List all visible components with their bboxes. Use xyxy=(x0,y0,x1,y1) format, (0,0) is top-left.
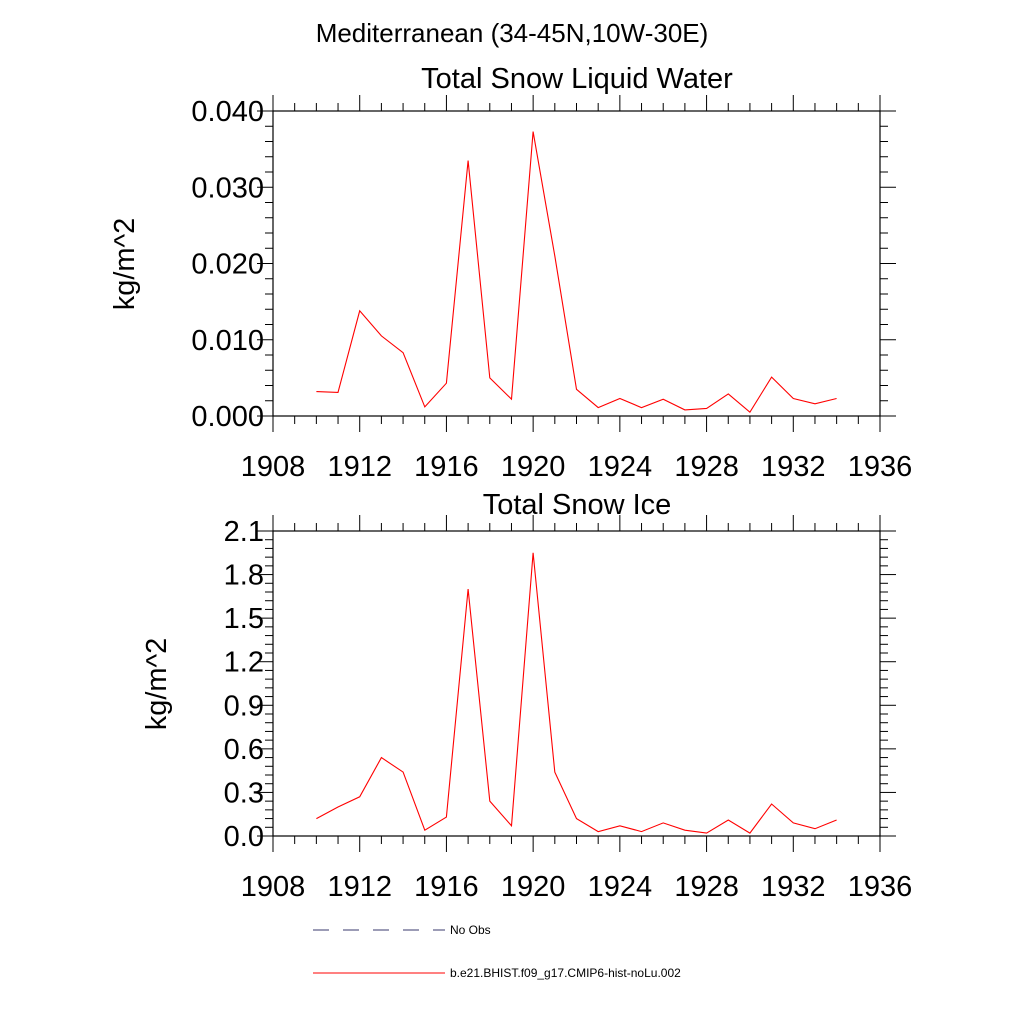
x-tick-label: 1932 xyxy=(761,451,826,483)
y-tick-label: 1.2 xyxy=(224,647,264,679)
legend-label: No Obs xyxy=(450,923,491,937)
panel-snow-liquid-water: Total Snow Liquid Water 0.0000.0100.0200… xyxy=(109,63,912,483)
plot-frame xyxy=(272,530,881,837)
x-tick-label: 1912 xyxy=(327,871,392,903)
x-tick-label: 1936 xyxy=(848,451,913,483)
series-line xyxy=(316,552,837,834)
y-tick-labels: 0.000 0.010 0.020 0.030 0.040 xyxy=(191,96,264,433)
panel-snow-ice: Total Snow Ice 0.00.30.60.91.21.51.82.1 … xyxy=(141,489,912,903)
y-tick-label: 1.8 xyxy=(224,560,264,592)
y-tick-label: 0.020 xyxy=(191,249,264,281)
y-tick-labels: 0.0 0.3 0.6 0.9 1.2 1.5 1.8 2.1 xyxy=(224,516,264,853)
series-line xyxy=(316,131,837,414)
x-tick-labels: 1908 1912 1916 1920 1924 1928 1932 1936 xyxy=(241,871,913,903)
y-axis-label: kg/m^2 xyxy=(109,218,141,311)
tick-marks xyxy=(257,515,896,852)
x-tick-label: 1932 xyxy=(761,871,826,903)
y-axis-label: kg/m^2 xyxy=(141,638,173,731)
series-layer xyxy=(316,552,837,834)
y-tick-label: 0.040 xyxy=(191,96,264,128)
x-tick-label: 1924 xyxy=(588,871,653,903)
x-tick-label: 1916 xyxy=(414,451,479,483)
tick-marks xyxy=(257,95,896,432)
panel-title: Total Snow Liquid Water xyxy=(421,63,733,95)
x-tick-label: 1920 xyxy=(501,871,566,903)
x-tick-label: 1908 xyxy=(241,871,306,903)
x-tick-label: 1936 xyxy=(848,871,913,903)
x-tick-label: 1908 xyxy=(241,451,306,483)
y-tick-label: 0.9 xyxy=(224,690,264,722)
x-tick-label: 1916 xyxy=(414,871,479,903)
y-tick-label: 0.3 xyxy=(224,777,264,809)
y-tick-label: 0.0 xyxy=(224,821,264,853)
x-tick-label: 1912 xyxy=(327,451,392,483)
plot-frame xyxy=(272,110,881,417)
legend: No Obs b.e21.BHIST.f09_g17.CMIP6-hist-no… xyxy=(313,923,681,980)
y-tick-label: 0.010 xyxy=(191,325,264,357)
y-tick-label: 2.1 xyxy=(224,516,264,548)
y-tick-label: 1.5 xyxy=(224,603,264,635)
x-tick-label: 1920 xyxy=(501,451,566,483)
x-tick-label: 1928 xyxy=(674,451,739,483)
x-tick-labels: 1908 1912 1916 1920 1924 1928 1932 1936 xyxy=(241,451,913,483)
series-layer xyxy=(316,131,837,414)
x-tick-label: 1924 xyxy=(588,451,653,483)
panel-title: Total Snow Ice xyxy=(483,489,672,521)
legend-entry-model-run: b.e21.BHIST.f09_g17.CMIP6-hist-noLu.002 xyxy=(313,966,681,980)
y-tick-label: 0.000 xyxy=(191,401,264,433)
x-tick-label: 1928 xyxy=(674,871,739,903)
legend-label: b.e21.BHIST.f09_g17.CMIP6-hist-noLu.002 xyxy=(450,966,681,980)
y-tick-label: 0.6 xyxy=(224,734,264,766)
figure-title: Mediterranean (34-45N,10W-30E) xyxy=(316,18,709,48)
y-tick-label: 0.030 xyxy=(191,172,264,204)
legend-entry-no-obs: No Obs xyxy=(313,923,491,937)
